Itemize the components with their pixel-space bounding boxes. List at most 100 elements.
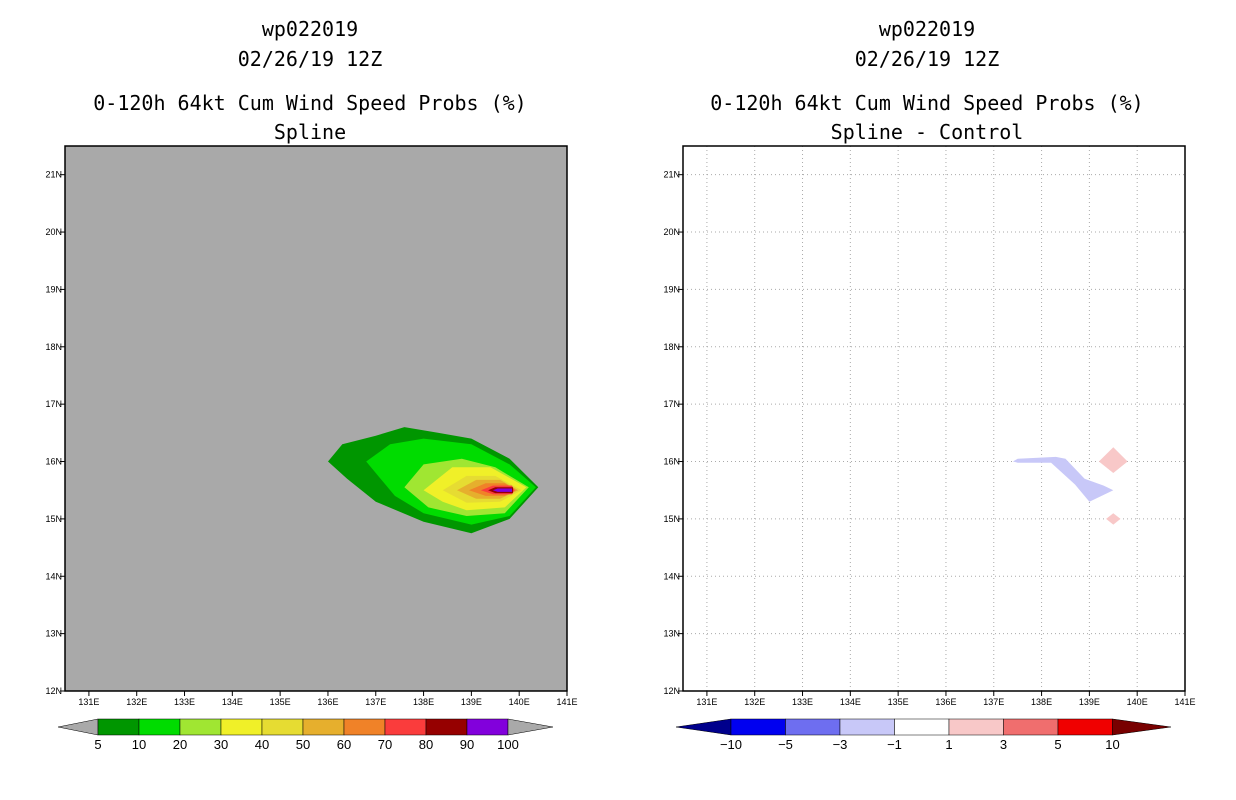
y-tick-label: 18N xyxy=(45,342,62,352)
colorbar-box xyxy=(948,718,1004,736)
colorbar-box xyxy=(425,718,468,736)
x-tick-label: 138E xyxy=(413,697,434,707)
colorbar-end-high xyxy=(507,718,554,736)
colorbar-box xyxy=(1057,718,1113,736)
chart-title-line-1: wp022019 xyxy=(879,17,975,41)
x-tick-label: 134E xyxy=(840,697,861,707)
y-tick-label: 19N xyxy=(663,284,680,294)
plot-frame xyxy=(64,145,568,692)
colorbar-label: −5 xyxy=(778,737,793,752)
colorbar-label: −10 xyxy=(720,737,742,752)
y-tick-label: 17N xyxy=(45,399,62,409)
y-tick-label: 12N xyxy=(45,686,62,696)
colorbar-label: 60 xyxy=(337,737,351,752)
y-tick-label: 20N xyxy=(663,227,680,237)
colorbar-end-low xyxy=(57,718,99,736)
x-tick-label: 131E xyxy=(696,697,717,707)
colorbar-box xyxy=(384,718,427,736)
x-tick-label: 140E xyxy=(1127,697,1148,707)
x-tick-label: 138E xyxy=(1031,697,1052,707)
x-tick-label: 131E xyxy=(78,697,99,707)
chart-title-line-2: 02/26/19 12Z xyxy=(855,47,1000,71)
y-tick-label: 16N xyxy=(45,457,62,467)
x-tick-label: 139E xyxy=(461,697,482,707)
x-tick-label: 133E xyxy=(174,697,195,707)
colorbar-box xyxy=(179,718,222,736)
x-tick-label: 141E xyxy=(556,697,577,707)
x-tick-label: 136E xyxy=(935,697,956,707)
y-tick-label: 19N xyxy=(45,284,62,294)
colorbar-box xyxy=(97,718,140,736)
colorbar-label: 70 xyxy=(378,737,392,752)
x-tick-label: 135E xyxy=(270,697,291,707)
x-tick-label: 139E xyxy=(1079,697,1100,707)
colorbar-box xyxy=(785,718,841,736)
chart-panel-1: wp022019 02/26/19 12Z 0-120h 64kt Cum Wind… xyxy=(45,17,577,752)
colorbar-box xyxy=(302,718,345,736)
chart-title-line-3: 0-120h 64kt Cum Wind Speed Probs (%) xyxy=(93,91,526,115)
y-tick-label: 21N xyxy=(45,170,62,180)
colorbar: −10 −5 −3 −1 1 3 5 10 xyxy=(675,718,1172,752)
y-tick-label: 13N xyxy=(45,629,62,639)
colorbar-label: −3 xyxy=(833,737,848,752)
colorbar-label: 80 xyxy=(419,737,433,752)
chart-title-line-3: 0-120h 64kt Cum Wind Speed Probs (%) xyxy=(710,91,1143,115)
plot-area xyxy=(65,146,567,691)
contour-fill-2 xyxy=(1098,447,1128,473)
colorbar-label: −1 xyxy=(887,737,902,752)
chart-title-line-1: wp022019 xyxy=(262,17,358,41)
x-tick-label: 132E xyxy=(126,697,147,707)
colorbar-label: 10 xyxy=(132,737,146,752)
y-tick-label: 17N xyxy=(663,399,680,409)
contour-fill-3 xyxy=(1106,513,1121,525)
x-tick-label: 140E xyxy=(509,697,530,707)
contour-fill-1 xyxy=(1012,456,1114,502)
x-tick-label: 137E xyxy=(983,697,1004,707)
y-tick-label: 21N xyxy=(663,170,680,180)
colorbar-box xyxy=(839,718,895,736)
colorbar-label: 3 xyxy=(1000,737,1007,752)
colorbar-label: 1 xyxy=(945,737,952,752)
y-tick-label: 18N xyxy=(663,342,680,352)
colorbar-box xyxy=(220,718,263,736)
y-tick-label: 16N xyxy=(663,457,680,467)
colorbar-label: 5 xyxy=(94,737,101,752)
y-tick-label: 14N xyxy=(663,571,680,581)
x-tick-label: 137E xyxy=(365,697,386,707)
y-tick-label: 14N xyxy=(45,571,62,581)
x-tick-label: 133E xyxy=(792,697,813,707)
colorbar-label: 40 xyxy=(255,737,269,752)
plot-frame xyxy=(682,145,1186,692)
colorbar-end-high xyxy=(1112,718,1172,736)
colorbar-box xyxy=(466,718,509,736)
y-tick-label: 12N xyxy=(663,686,680,696)
x-tick-label: 132E xyxy=(744,697,765,707)
y-tick-label: 20N xyxy=(45,227,62,237)
colorbar: 5 10 20 30 40 50 60 70 80 90 100 xyxy=(57,718,554,752)
x-tick-label: 135E xyxy=(888,697,909,707)
y-tick-label: 15N xyxy=(663,514,680,524)
y-tick-label: 15N xyxy=(45,514,62,524)
x-tick-label: 141E xyxy=(1174,697,1195,707)
contour-fill-10 xyxy=(492,488,512,492)
plot-area xyxy=(683,146,1185,691)
y-tick-label: 13N xyxy=(663,629,680,639)
colorbar-label: 100 xyxy=(497,737,519,752)
colorbar-label: 90 xyxy=(460,737,474,752)
chart-title-line-4: Spline - Control xyxy=(831,120,1024,144)
colorbar-label: 20 xyxy=(173,737,187,752)
colorbar-box xyxy=(1003,718,1059,736)
chart-panel-2: wp022019 02/26/19 12Z 0-120h 64kt Cum Wind… xyxy=(663,17,1195,752)
colorbar-box xyxy=(343,718,386,736)
colorbar-label: 30 xyxy=(214,737,228,752)
colorbar-box xyxy=(261,718,304,736)
chart-title-line-4: Spline xyxy=(274,120,346,144)
chart-title-line-2: 02/26/19 12Z xyxy=(238,47,383,71)
x-tick-label: 134E xyxy=(222,697,243,707)
x-tick-label: 136E xyxy=(317,697,338,707)
colorbar-box xyxy=(138,718,181,736)
colorbar-box xyxy=(730,718,786,736)
colorbar-label: 50 xyxy=(296,737,310,752)
colorbar-box xyxy=(894,718,950,736)
